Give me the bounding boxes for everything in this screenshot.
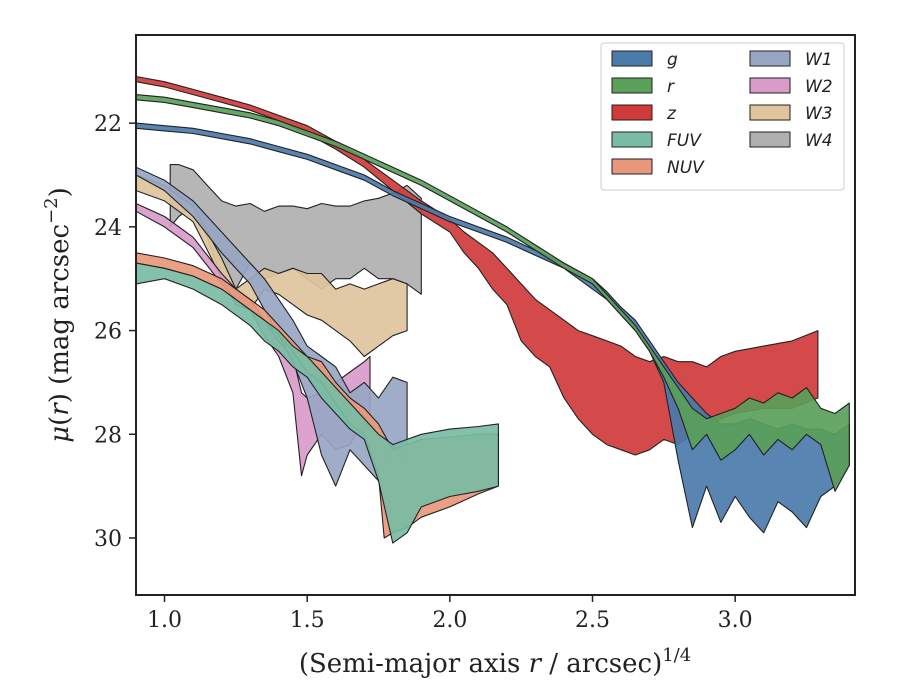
y-axis-ticks: 22 24 26 28 30: [94, 112, 136, 552]
legend-label-w3: W3: [805, 104, 833, 124]
legend-swatch-fuv: [611, 131, 653, 148]
legend-label-r: r: [667, 77, 675, 97]
y-axis-title-sup: −2: [41, 197, 62, 224]
band-area-z: [136, 75, 819, 456]
y-tick-label: 30: [94, 527, 122, 552]
x-tick-label: 2.0: [432, 608, 467, 633]
x-tick-label: 1.5: [290, 608, 325, 633]
legend-swatch-g: [611, 50, 653, 67]
y-axis-title-open: (: [45, 416, 75, 426]
legend-label-fuv: FUV: [667, 131, 702, 151]
legend-swatch-nuv: [611, 158, 653, 175]
y-tick-label: 24: [94, 216, 122, 241]
y-axis-title: μ(r) (mag arcsec−2): [41, 187, 75, 443]
legend-label-nuv: NUV: [667, 158, 705, 178]
y-tick-label: 28: [94, 423, 122, 448]
x-tick-label: 3.0: [718, 608, 753, 633]
y-axis-title-close: ) (mag arcsec: [45, 224, 75, 403]
band-areas: [136, 75, 850, 544]
legend-label-g: g: [667, 50, 678, 70]
legend-swatch-w1: [749, 50, 791, 67]
y-tick-label: 22: [94, 112, 122, 137]
x-axis-title-var: r: [529, 649, 543, 679]
legend-label-z: z: [666, 104, 677, 124]
y-axis-title-mu: μ: [45, 426, 75, 443]
x-axis-title: (Semi-major axis r / arcsec)1/4: [299, 645, 691, 679]
band-area-r: [136, 94, 850, 492]
plot-frame: [135, 34, 856, 596]
x-tick-label: 1.0: [147, 608, 182, 633]
x-tick-label: 2.5: [575, 608, 610, 633]
legend-label-w2: W2: [805, 77, 833, 97]
legend-swatch-w3: [749, 104, 791, 121]
x-axis-title-prefix: (Semi-major axis: [299, 649, 529, 679]
band-area-fuv: [136, 262, 499, 544]
x-axis-title-mid: / arcsec): [541, 649, 662, 679]
y-axis-title-end: ): [45, 187, 75, 197]
legend-items: grz FUV NUV W1 W2 W3 W4: [611, 50, 833, 178]
y-tick-label: 26: [94, 320, 122, 345]
legend: grz FUV NUV W1 W2 W3 W4: [600, 42, 845, 191]
x-axis-title-sup: 1/4: [662, 645, 691, 666]
legend-swatch-w2: [749, 77, 791, 94]
legend-label-w4: W4: [805, 131, 833, 151]
y-axis-title-var: r: [45, 402, 75, 416]
x-axis-ticks: 1.0 1.5 2.0 2.5 3.0: [147, 595, 753, 633]
legend-label-w1: W1: [805, 50, 833, 70]
legend-swatch-w4: [749, 131, 791, 148]
legend-swatch-r: [611, 77, 653, 94]
legend-swatch-z: [611, 104, 653, 121]
